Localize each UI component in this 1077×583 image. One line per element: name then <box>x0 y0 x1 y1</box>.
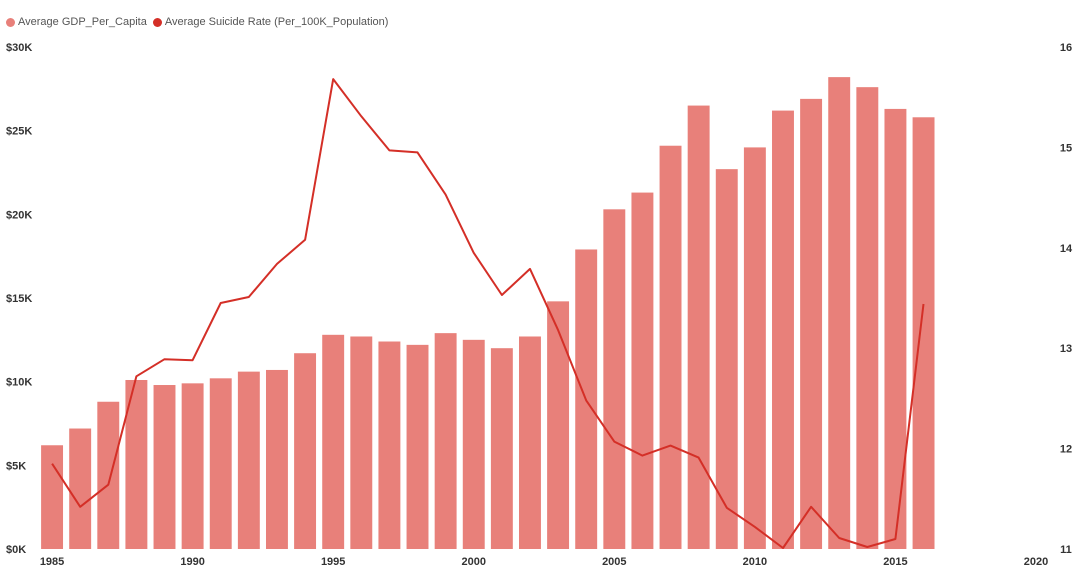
suicide-rate-point-2007[interactable] <box>668 443 673 448</box>
suicide-rate-point-1988[interactable] <box>134 374 139 379</box>
x-tick-label: 2015 <box>883 556 907 568</box>
y-right-tick-label: 15 <box>1060 142 1072 154</box>
suicide-rate-point-2000[interactable] <box>471 250 476 255</box>
legend-marker-suicide-rate <box>152 17 162 27</box>
legend-label-suicide-rate: Average Suicide Rate (Per_100K_Populatio… <box>164 16 389 28</box>
suicide-rate-point-2001[interactable] <box>499 292 504 297</box>
suicide-rate-line[interactable] <box>51 78 925 549</box>
gdp-bar-2007[interactable] <box>659 145 682 549</box>
gdp-bar-2011[interactable] <box>772 110 794 549</box>
suicide-rate-point-2015[interactable] <box>893 536 898 541</box>
suicide-rate-point-1986[interactable] <box>78 504 83 509</box>
gdp-bar-1996[interactable] <box>350 336 373 549</box>
suicide-rate-point-1995[interactable] <box>331 77 336 82</box>
x-tick-label: 2020 <box>1024 556 1048 568</box>
suicide-rate-point-2002[interactable] <box>527 266 532 271</box>
gdp-bar-1992[interactable] <box>237 371 260 549</box>
gdp-bar-1990[interactable] <box>181 383 204 549</box>
legend-label-gdp: Average GDP_Per_Capita <box>18 16 147 28</box>
suicide-rate-point-2008[interactable] <box>696 455 701 460</box>
x-tick-label: 1995 <box>321 556 345 568</box>
gdp-bar-2009[interactable] <box>715 169 738 550</box>
suicide-rate-point-1997[interactable] <box>387 148 392 153</box>
suicide-rate-point-2011[interactable] <box>780 545 785 550</box>
y-left-tick-label: $25K <box>6 126 32 138</box>
gdp-bar-2013[interactable] <box>828 77 851 550</box>
suicide-rate-point-1996[interactable] <box>359 114 364 119</box>
gdp-bar-1991[interactable] <box>209 378 232 549</box>
x-tick-label: 2010 <box>743 556 767 568</box>
x-tick-label: 1985 <box>40 556 64 568</box>
gdp-bar-2010[interactable] <box>743 147 766 549</box>
gdp-bar-2006[interactable] <box>631 192 654 549</box>
suicide-rate-point-2014[interactable] <box>865 544 870 549</box>
suicide-rate-point-2013[interactable] <box>837 535 842 540</box>
suicide-rate-point-1999[interactable] <box>443 192 448 197</box>
suicide-rate-point-2012[interactable] <box>809 504 814 509</box>
y-right-tick-label: 14 <box>1060 243 1073 255</box>
gdp-bar-2002[interactable] <box>519 336 541 549</box>
gdp-bar-2003[interactable] <box>547 301 570 549</box>
gdp-bar-1999[interactable] <box>434 333 457 549</box>
gdp-bar-1993[interactable] <box>265 369 288 549</box>
gdp-bar-1985[interactable] <box>41 445 64 549</box>
gdp-bar-1995[interactable] <box>322 334 345 549</box>
suicide-rate-point-1990[interactable] <box>190 358 195 363</box>
suicide-rate-point-1992[interactable] <box>246 294 251 299</box>
gdp-bar-1998[interactable] <box>406 344 429 549</box>
y-right-tick-label: 16 <box>1060 42 1072 54</box>
suicide-rate-point-2009[interactable] <box>724 505 729 510</box>
legend: Average GDP_Per_Capita Average Suicide R… <box>6 16 394 28</box>
suicide-rate-point-2005[interactable] <box>612 439 617 444</box>
suicide-rate-point-2016[interactable] <box>921 302 926 307</box>
suicide-rate-point-1993[interactable] <box>274 261 279 266</box>
suicide-rate-point-1987[interactable] <box>106 482 111 487</box>
gdp-bar-2015[interactable] <box>884 108 907 549</box>
bars-layer <box>41 77 935 550</box>
suicide-rate-point-1989[interactable] <box>162 357 167 362</box>
y-left-tick-label: $20K <box>6 209 32 221</box>
x-tick-label: 1990 <box>180 556 204 568</box>
x-tick-label: 2005 <box>602 556 626 568</box>
gdp-bar-2001[interactable] <box>490 348 513 549</box>
gdp-bar-2005[interactable] <box>603 209 626 549</box>
y-left-tick-label: $15K <box>6 293 32 305</box>
line-layer <box>50 77 926 550</box>
gdp-bar-2016[interactable] <box>912 117 935 549</box>
axes-layer: $0K $5K $10K $15K $20K $25K $30K 11 12 13 14 15 16 19… <box>6 42 1073 568</box>
suicide-rate-point-2006[interactable] <box>640 453 645 458</box>
y-right-tick-label: 12 <box>1060 444 1072 456</box>
suicide-rate-point-2004[interactable] <box>584 398 589 403</box>
y-right-tick-label: 13 <box>1060 343 1072 355</box>
gdp-bar-2012[interactable] <box>800 98 823 549</box>
gdp-bar-1994[interactable] <box>294 353 317 549</box>
y-left-tick-label: $0K <box>6 544 26 556</box>
legend-marker-gdp <box>6 17 15 27</box>
y-left-tick-label: $10K <box>6 377 32 389</box>
gdp-bar-2000[interactable] <box>462 339 485 549</box>
x-tick-label: 2000 <box>462 556 486 568</box>
gdp-bar-1989[interactable] <box>153 385 176 549</box>
suicide-rate-point-2003[interactable] <box>556 328 561 333</box>
legend-item-gdp[interactable]: Average GDP_Per_Capita <box>6 16 147 28</box>
gdp-bar-1988[interactable] <box>125 379 148 549</box>
suicide-rate-point-1991[interactable] <box>218 301 223 306</box>
suicide-rate-point-1998[interactable] <box>415 150 420 155</box>
y-left-tick-label: $30K <box>6 42 32 54</box>
suicide-rate-point-1985[interactable] <box>50 461 55 466</box>
gdp-bar-2014[interactable] <box>856 87 879 549</box>
gdp-bar-2008[interactable] <box>687 105 710 550</box>
gdp-bar-1997[interactable] <box>378 341 401 549</box>
y-right-tick-label: 11 <box>1060 544 1072 556</box>
gdp-bar-1986[interactable] <box>69 428 92 549</box>
suicide-rate-point-2010[interactable] <box>752 524 757 529</box>
suicide-rate-point-1994[interactable] <box>303 237 308 242</box>
y-left-tick-label: $5K <box>6 460 26 472</box>
gdp-bar-1987[interactable] <box>97 401 120 549</box>
legend-item-suicide-rate[interactable]: Average Suicide Rate (Per_100K_Populatio… <box>152 16 389 28</box>
